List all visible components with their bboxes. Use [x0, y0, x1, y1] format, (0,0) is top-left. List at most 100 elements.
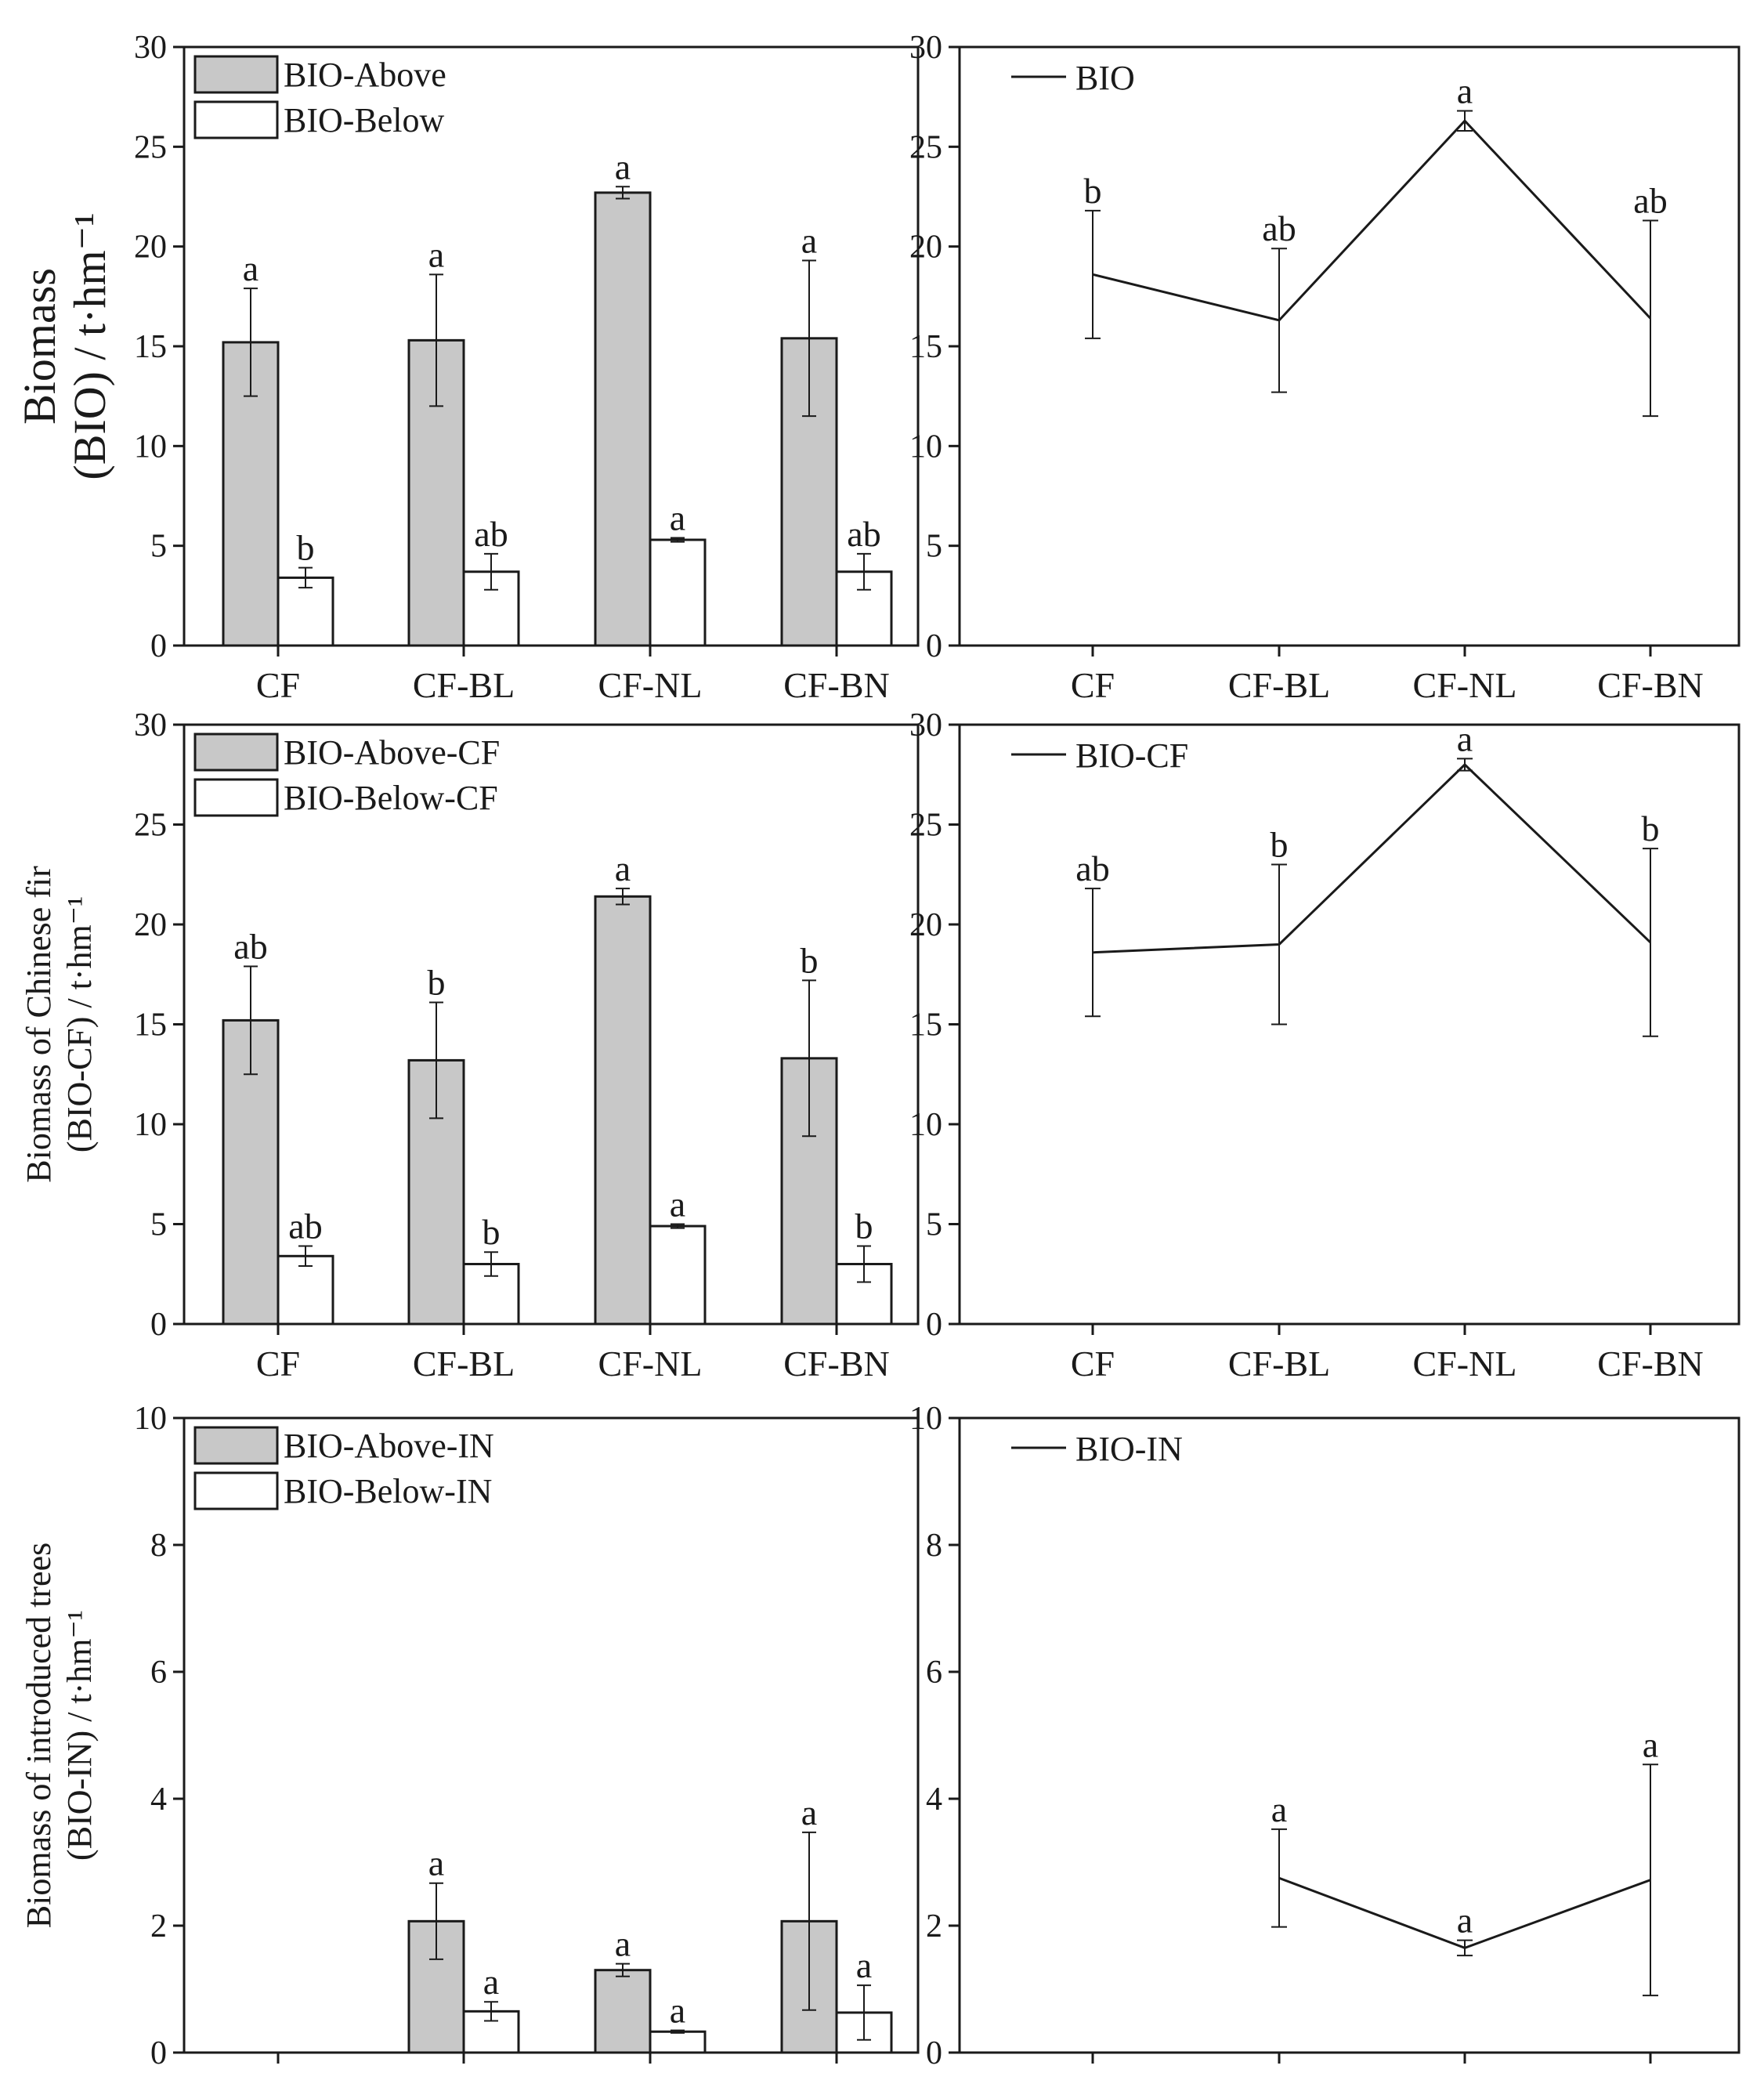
y-tick-label: 15: [909, 329, 942, 365]
significance-letter: a: [615, 1924, 631, 1964]
significance-letter: a: [483, 1962, 499, 2002]
bar-above-cf: [222, 1018, 280, 1326]
significance-letter: a: [1643, 1724, 1658, 1764]
significance-letter: b: [801, 940, 819, 980]
significance-letter: b: [428, 962, 446, 1002]
x-tick-label: CF-BN: [783, 665, 889, 705]
x-tick-label: CF-NL: [598, 2072, 703, 2080]
series-line: [1092, 762, 1652, 954]
significance-letter: a: [856, 1945, 872, 1985]
significance-letter: ab: [1262, 208, 1296, 248]
x-tick-label: CF: [256, 2072, 300, 2080]
y-axis-title: Biomass: [14, 268, 65, 425]
x-tick-label: CF-NL: [598, 1344, 703, 1384]
bar-below-cf-nl: [649, 1224, 707, 1326]
y-tick-label: 20: [909, 230, 942, 266]
plot-frame: [958, 1416, 1741, 2054]
significance-letter: a: [670, 1185, 685, 1224]
y-axis-title: (BIO) / t·hm⁻¹: [64, 212, 115, 479]
y-tick-label: 2: [150, 1908, 167, 1944]
significance-letter: a: [615, 147, 631, 186]
x-tick-label: CF-BL: [413, 665, 515, 705]
significance-letter: ab: [288, 1206, 322, 1246]
legend-label: BIO-Below-CF: [284, 779, 498, 817]
legend-label: BIO: [1075, 59, 1135, 97]
significance-letter: ab: [1075, 848, 1109, 888]
y-tick-label: 4: [150, 1782, 167, 1818]
x-tick-label: CF-BN: [1597, 665, 1703, 705]
bar-below-cf: [277, 576, 334, 647]
panel-bioin_line: 0 2 4 6 8 10 CF CF-BL CF-NL CF-BN a a a BIO-IN: [909, 1401, 1741, 2080]
significance-letter: a: [1271, 1789, 1287, 1829]
x-tick-label: CF-BN: [783, 2072, 889, 2080]
bar-below-cf-nl: [649, 2030, 707, 2054]
x-tick-label: CF-BN: [1597, 1344, 1703, 1384]
x-tick-label: CF-BL: [1228, 2072, 1330, 2080]
legend-swatch: [193, 1471, 279, 1510]
y-tick-label: 25: [134, 808, 167, 844]
x-tick-label: CF-BN: [783, 1344, 889, 1384]
y-tick-label: 10: [134, 1401, 167, 1437]
y-tick-label: 10: [909, 1401, 942, 1437]
significance-letter: a: [670, 497, 685, 537]
bar-above-cf-nl: [594, 191, 652, 647]
y-axis-title: (BIO-IN) / t·hm⁻¹: [60, 1610, 99, 1861]
significance-letter: b: [1084, 171, 1102, 211]
legend-label: BIO-IN: [1075, 1430, 1183, 1468]
significance-letter: a: [428, 1843, 444, 1883]
x-tick-label: CF-BL: [413, 2072, 515, 2080]
y-tick-label: 2: [926, 1908, 942, 1944]
y-tick-label: 5: [926, 1207, 942, 1243]
y-axis-title: Biomass of Chinese fir: [20, 866, 58, 1183]
series-line: [1092, 119, 1652, 322]
panel-bioin_bar: 0246810CFCF-BLCF-NLCF-BNaaaaaaBIO-Above-…: [20, 1401, 920, 2080]
y-tick-label: 10: [909, 1107, 942, 1143]
x-tick-label: CF-BN: [1597, 2072, 1703, 2080]
x-tick-label: CF-BL: [1228, 1344, 1330, 1384]
panel-bio_line: 0 5 10 15 20 25 30 CF CF-BL CF-NL CF-BN b ab a ab BIO: [909, 30, 1741, 705]
significance-letter: a: [1457, 71, 1473, 110]
y-tick-label: 20: [134, 907, 167, 943]
y-tick-label: 10: [134, 429, 167, 465]
x-tick-label: CF-NL: [1413, 1344, 1517, 1384]
y-tick-label: 0: [926, 2035, 942, 2071]
y-tick-label: 15: [134, 1007, 167, 1044]
x-tick-label: CF: [256, 1344, 300, 1384]
legend-swatch: [193, 733, 279, 772]
legend-label: BIO-CF: [1075, 736, 1188, 775]
legend-swatch: [193, 1426, 279, 1465]
bar-below-cf: [277, 1254, 334, 1326]
y-tick-label: 20: [909, 907, 942, 943]
x-tick-label: CF-NL: [1413, 665, 1517, 705]
y-tick-label: 0: [926, 628, 942, 664]
x-tick-label: CF: [1071, 665, 1115, 705]
significance-letter: a: [670, 1991, 685, 2031]
legend-swatch: [193, 55, 279, 94]
plot-frame: [958, 45, 1741, 647]
y-tick-label: 30: [909, 707, 942, 743]
x-tick-label: CF-NL: [598, 665, 703, 705]
y-tick-label: 8: [150, 1528, 167, 1564]
y-tick-label: 5: [150, 1207, 167, 1243]
y-tick-label: 25: [134, 129, 167, 165]
legend-swatch: [193, 100, 279, 139]
x-tick-label: CF-BL: [1228, 665, 1330, 705]
x-tick-label: CF-NL: [1413, 2072, 1517, 2080]
y-axis-title: (BIO-CF) / t·hm⁻¹: [60, 896, 99, 1152]
y-tick-label: 20: [134, 230, 167, 266]
bar-above-cf-bl: [407, 1919, 465, 2054]
y-tick-label: 6: [150, 1655, 167, 1691]
significance-letter: a: [801, 220, 817, 260]
significance-letter: a: [615, 848, 631, 888]
significance-letter: ab: [233, 927, 267, 967]
y-tick-label: 6: [926, 1655, 942, 1691]
significance-letter: ab: [847, 514, 880, 554]
y-tick-label: 4: [926, 1782, 942, 1818]
y-axis-title: Biomass of introduced trees: [20, 1543, 58, 1928]
plot-frame: [183, 1416, 920, 2054]
plot-frame: [958, 723, 1741, 1326]
y-tick-label: 8: [926, 1528, 942, 1564]
x-tick-label: CF-BL: [413, 1344, 515, 1384]
